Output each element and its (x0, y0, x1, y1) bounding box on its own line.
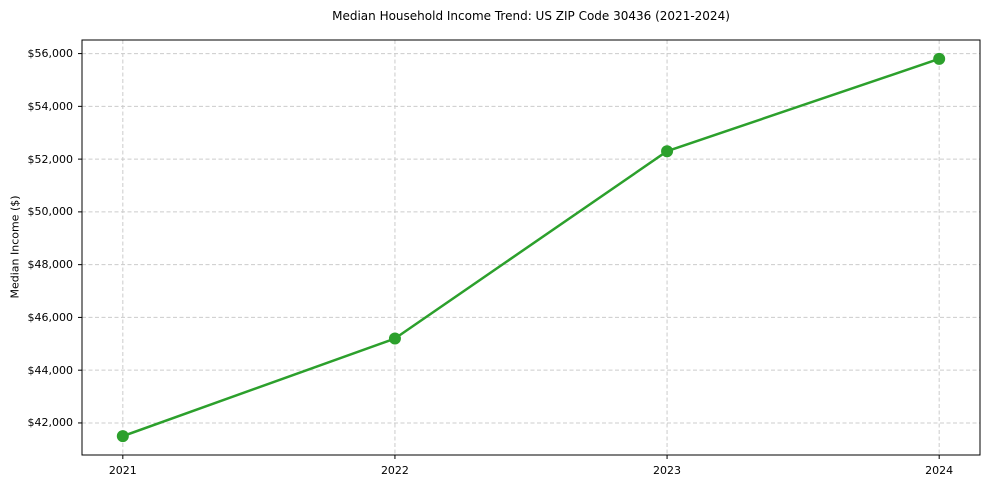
y-tick-label: $50,000 (27, 205, 74, 219)
data-point (388, 332, 401, 345)
y-tick-label: $44,000 (27, 363, 74, 377)
y-tick-label: $48,000 (27, 258, 74, 272)
y-tick-label: $42,000 (27, 416, 74, 430)
x-tick-label: 2023 (653, 464, 682, 477)
y-tick-label: $56,000 (27, 47, 74, 61)
data-point (116, 430, 129, 443)
data-point (661, 145, 674, 158)
y-tick-label: $52,000 (27, 152, 74, 166)
axes-spines (81, 39, 981, 456)
chart-title: Median Household Income Trend: US ZIP Co… (332, 9, 730, 23)
y-tick-label: $46,000 (27, 310, 74, 324)
trend-line (121, 57, 941, 438)
data-point (933, 52, 946, 65)
x-tick-label: 2022 (380, 464, 409, 477)
x-tick-label: 2021 (108, 464, 137, 477)
x-tick-label: 2024 (925, 464, 954, 477)
y-tick-label: $54,000 (27, 99, 74, 113)
